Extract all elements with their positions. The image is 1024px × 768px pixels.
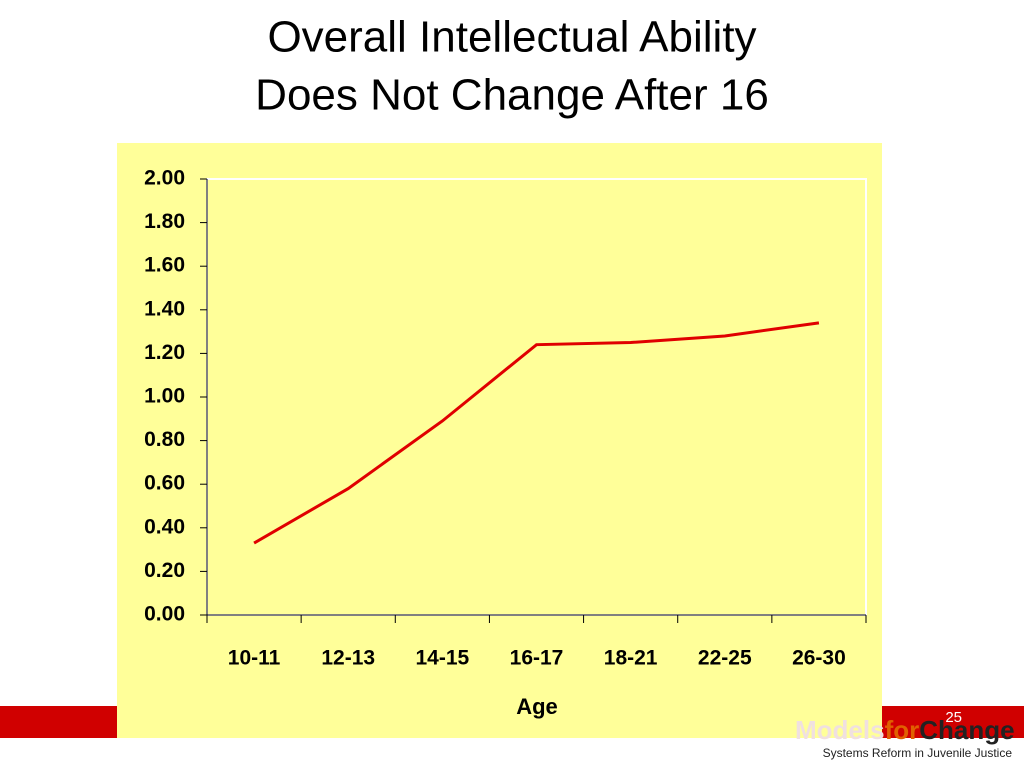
x-tick-label: 16-17 [510, 647, 564, 670]
y-tick-label: 0.00 [144, 603, 185, 626]
y-tick-label: 0.60 [144, 472, 185, 495]
tagline: Systems Reform in Juvenile Justice [823, 746, 1013, 760]
data-line [253, 321, 820, 545]
logo: ModelsforChange [795, 715, 1015, 745]
y-tick-label: 1.00 [144, 385, 185, 408]
title-line: Does Not Change After 16 [255, 71, 769, 120]
logo-part: Models [795, 715, 885, 745]
y-tick-label: 0.20 [144, 559, 185, 582]
y-tick-label: 1.60 [144, 254, 185, 277]
x-tick-label: 12-13 [321, 647, 375, 670]
x-axis-label: Age [516, 694, 558, 719]
chart-area [117, 143, 882, 738]
page-number: 25 [945, 709, 962, 726]
logo-part: Change [919, 715, 1014, 745]
y-tick-label: 1.40 [144, 297, 185, 320]
x-tick-label: 26-30 [792, 647, 846, 670]
y-tick-label: 0.80 [144, 428, 185, 451]
x-tick-label: 10-11 [228, 647, 281, 670]
logo-text: ModelsforChange [795, 715, 1015, 745]
x-tick-label: 18-21 [604, 647, 658, 670]
y-tick-label: 1.80 [144, 210, 185, 233]
logo-part: for [885, 715, 920, 745]
y-tick-label: 0.40 [144, 515, 185, 538]
title-line: Overall Intellectual Ability [267, 13, 756, 62]
y-tick-label: 2.00 [144, 167, 185, 190]
y-tick-label: 1.20 [144, 341, 185, 364]
x-tick-label: 14-15 [415, 647, 469, 670]
x-tick-label: 22-25 [698, 647, 752, 670]
